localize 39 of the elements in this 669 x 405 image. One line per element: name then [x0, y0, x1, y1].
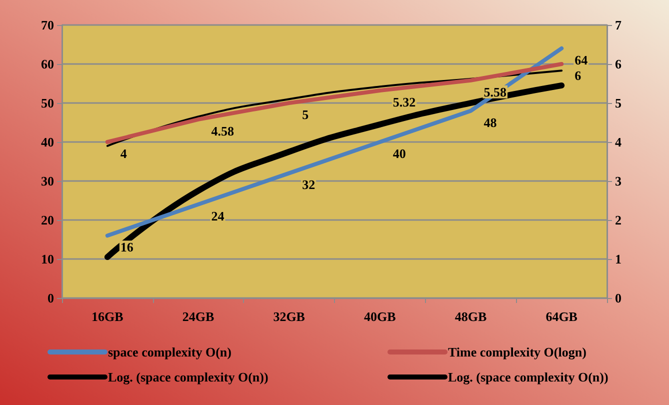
y-tick-label: 60 [41, 56, 54, 72]
data-label: 40 [392, 146, 406, 161]
y2-tick-label: 6 [615, 56, 622, 72]
y2-tick-label: 4 [615, 134, 622, 150]
x-tick-label: 40GB [364, 309, 396, 324]
data-label: 5.58 [484, 84, 507, 100]
data-label: 16 [120, 240, 134, 255]
data-label: 4 [120, 146, 128, 161]
y2-tick-label: 0 [615, 290, 622, 306]
x-tick-label: 64GB [546, 309, 578, 324]
y-tick-label: 70 [41, 18, 54, 32]
x-tick-label: 48GB [454, 309, 487, 324]
data-label: 5 [302, 107, 310, 122]
y2-tick-label: 2 [615, 212, 622, 228]
data-label: 48 [484, 114, 498, 130]
y-tick-label: 0 [48, 290, 54, 306]
data-label: 64 [574, 52, 588, 68]
legend-label: Log. (space complexity O(n)) [108, 370, 268, 384]
x-tick-label: 32GB [273, 309, 306, 324]
y-tick-label: 30 [41, 174, 54, 188]
data-label: 4.58 [211, 123, 234, 138]
y-tick-label: 50 [41, 96, 54, 110]
y2-tick-label: 7 [615, 18, 622, 32]
x-tick-label: 16GB [92, 309, 124, 324]
y-tick-label: 20 [41, 212, 54, 228]
y2-tick-label: 1 [615, 252, 622, 266]
legend-label: Log. (space complexity O(n)) [448, 370, 608, 384]
legend-label: Time complexity O(logn) [448, 344, 586, 360]
data-label: 5.32 [392, 94, 416, 110]
y-tick-label: 40 [41, 134, 54, 150]
y-tick-label: 10 [41, 252, 54, 266]
data-label: 24 [211, 208, 225, 224]
data-label: 6 [574, 68, 582, 83]
x-tick-label: 24GB [182, 309, 214, 324]
y2-tick-label: 3 [615, 174, 622, 188]
y2-tick-label: 5 [615, 96, 622, 110]
legend-label: space complexity O(n) [108, 344, 232, 360]
data-label: 32 [302, 177, 316, 192]
line-series [105, 46, 564, 238]
